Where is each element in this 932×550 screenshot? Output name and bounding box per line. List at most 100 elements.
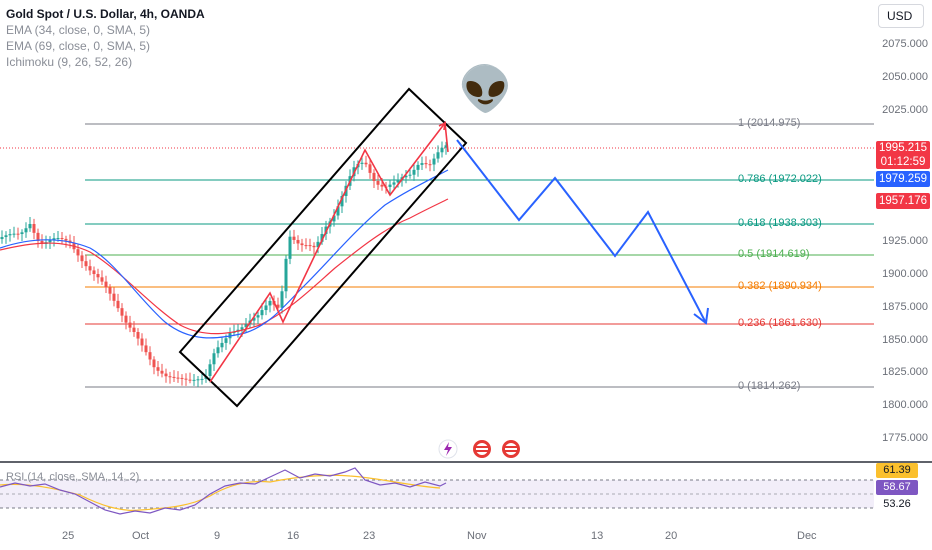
rsi-legend[interactable]: RSI (14, close, SMA, 14, 2) xyxy=(6,471,140,483)
candle-body xyxy=(364,162,368,165)
candle-body xyxy=(168,376,172,378)
candle-body xyxy=(156,367,160,371)
candle-body xyxy=(420,163,424,165)
candle-body xyxy=(280,291,284,308)
currency-button[interactable]: USD xyxy=(878,4,924,28)
candle-body xyxy=(332,215,336,222)
rsi-line xyxy=(0,467,447,515)
candle-body xyxy=(360,162,364,164)
time-tick: 20 xyxy=(665,530,678,542)
candle-body xyxy=(412,169,416,175)
candle-body xyxy=(416,164,420,170)
candle-body xyxy=(396,179,400,183)
fib-label: 1 (2014.975) xyxy=(738,117,801,129)
fib-label: 0 (1814.262) xyxy=(738,380,801,392)
rsi-level-label: 53.26 xyxy=(883,498,911,510)
ema34-line xyxy=(0,169,449,339)
candle-body xyxy=(404,175,408,178)
time-tick: Oct xyxy=(132,530,150,542)
candle-body xyxy=(336,206,340,216)
candle-body xyxy=(284,258,288,292)
candle-body xyxy=(388,184,392,187)
indicator-ema69[interactable]: EMA (69, close, 0, SMA, 5) xyxy=(6,39,151,53)
time-tick: Dec xyxy=(797,530,817,542)
candle-body xyxy=(260,310,264,316)
indicator-ema34[interactable]: EMA (34, close, 0, SMA, 5) xyxy=(6,23,151,37)
candle-body xyxy=(52,238,56,241)
symbol-title[interactable]: Gold Spot / U.S. Dollar, 4h, OANDA xyxy=(6,7,205,21)
candle-body xyxy=(12,233,16,235)
candle-body xyxy=(220,342,224,348)
candle-body xyxy=(104,281,108,288)
candle-body xyxy=(164,373,168,377)
chart-legend: Gold Spot / U.S. Dollar, 4h, OANDA EMA (… xyxy=(6,6,205,70)
candle-body xyxy=(200,378,204,380)
candle-body xyxy=(116,300,120,309)
candle-body xyxy=(340,195,344,207)
candle-body xyxy=(380,184,384,187)
candle-body xyxy=(444,145,448,148)
candle-body xyxy=(304,245,308,247)
candle-body xyxy=(40,240,44,245)
candle-body xyxy=(276,304,280,308)
price-tick: 1900.000 xyxy=(882,268,928,280)
candle-body xyxy=(244,324,248,328)
candle-body xyxy=(108,287,112,294)
candle-body xyxy=(296,239,300,244)
candle-body xyxy=(4,235,8,238)
price-tick: 2025.000 xyxy=(882,104,928,116)
candle-body xyxy=(32,224,36,233)
candle-body xyxy=(376,180,380,185)
us-flag-icon xyxy=(476,443,488,455)
candle-body xyxy=(372,172,376,181)
candle-body xyxy=(432,158,436,165)
last-price-value: 1995.215 xyxy=(879,142,927,154)
candle-body xyxy=(424,163,428,165)
candle-body xyxy=(36,232,40,241)
candle-body xyxy=(152,359,156,368)
candle-body xyxy=(312,245,316,248)
candle-body xyxy=(300,243,304,246)
candle-body xyxy=(180,377,184,379)
candle-body xyxy=(8,234,12,236)
candle-body xyxy=(224,338,228,343)
candle-body xyxy=(60,237,64,239)
ema69-badge: 1957.176 xyxy=(876,193,930,209)
fib-label: 0.786 (1972.022) xyxy=(738,173,822,185)
ascending-channel xyxy=(178,87,468,408)
candle-body xyxy=(252,317,256,321)
candle-body xyxy=(316,241,320,248)
price-tick: 1800.000 xyxy=(882,399,928,411)
price-tick: 1875.000 xyxy=(882,301,928,313)
fib-label: 0.618 (1938.303) xyxy=(738,217,822,229)
ema34-badge: 1979.259 xyxy=(876,171,930,187)
candle-body xyxy=(288,236,292,259)
bolt-icon xyxy=(444,442,452,456)
alien-icon: 👽 xyxy=(458,65,513,114)
last-price-badge: 1995.215 01:12:59 xyxy=(876,141,930,169)
candle-body xyxy=(196,379,200,381)
rsi-value-badge: 58.67 xyxy=(876,480,918,495)
candle-body xyxy=(436,152,440,159)
indicator-ichimoku[interactable]: Ichimoku (9, 26, 52, 26) xyxy=(6,55,133,69)
projection-path xyxy=(456,139,707,324)
time-tick: Nov xyxy=(467,530,487,542)
candle-body xyxy=(264,305,268,311)
rsi-ma-badge: 61.39 xyxy=(876,463,918,478)
fib-retracement xyxy=(85,123,874,388)
candle-body xyxy=(428,164,432,166)
candle-body xyxy=(368,164,372,173)
candle-body xyxy=(80,255,84,262)
candle-body xyxy=(112,293,116,301)
candle-body xyxy=(188,379,192,381)
candle-body xyxy=(184,378,188,380)
candle-body xyxy=(192,379,196,381)
candle-body xyxy=(24,228,28,233)
price-tick: 1925.000 xyxy=(882,235,928,247)
candle-body xyxy=(144,345,148,353)
candle-body xyxy=(92,270,96,275)
candle-body xyxy=(308,245,312,247)
candle-body xyxy=(268,300,272,306)
candle-body xyxy=(64,238,68,241)
